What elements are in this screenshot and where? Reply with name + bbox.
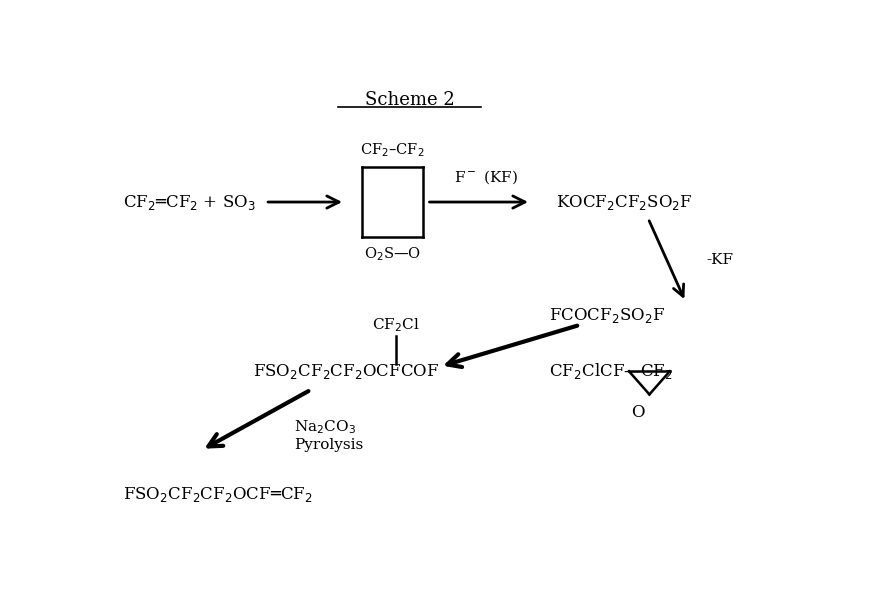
Text: Pyrolysis: Pyrolysis bbox=[293, 438, 363, 452]
Text: KOCF$_2$CF$_2$SO$_2$F: KOCF$_2$CF$_2$SO$_2$F bbox=[556, 193, 692, 211]
Text: FCOCF$_2$SO$_2$F: FCOCF$_2$SO$_2$F bbox=[549, 306, 665, 325]
Text: O$_2$S—O: O$_2$S—O bbox=[363, 245, 421, 263]
Text: FSO$_2$CF$_2$CF$_2$OCFCOF: FSO$_2$CF$_2$CF$_2$OCFCOF bbox=[253, 362, 439, 380]
Text: F$^-$ (KF): F$^-$ (KF) bbox=[454, 168, 517, 186]
Text: Na$_2$CO$_3$: Na$_2$CO$_3$ bbox=[293, 418, 356, 436]
Text: CF$_2$Cl: CF$_2$Cl bbox=[371, 317, 420, 334]
Text: -KF: -KF bbox=[705, 253, 732, 267]
Text: CF$_2$–CF$_2$: CF$_2$–CF$_2$ bbox=[360, 141, 424, 159]
Text: CF$_2$ClCF—CF$_2$: CF$_2$ClCF—CF$_2$ bbox=[549, 361, 673, 381]
Text: CF$_2$═CF$_2$ + SO$_3$: CF$_2$═CF$_2$ + SO$_3$ bbox=[123, 193, 256, 211]
Text: Scheme 2: Scheme 2 bbox=[364, 91, 454, 109]
Text: O: O bbox=[630, 404, 644, 421]
Text: FSO$_2$CF$_2$CF$_2$OCF═CF$_2$: FSO$_2$CF$_2$CF$_2$OCF═CF$_2$ bbox=[123, 485, 313, 503]
